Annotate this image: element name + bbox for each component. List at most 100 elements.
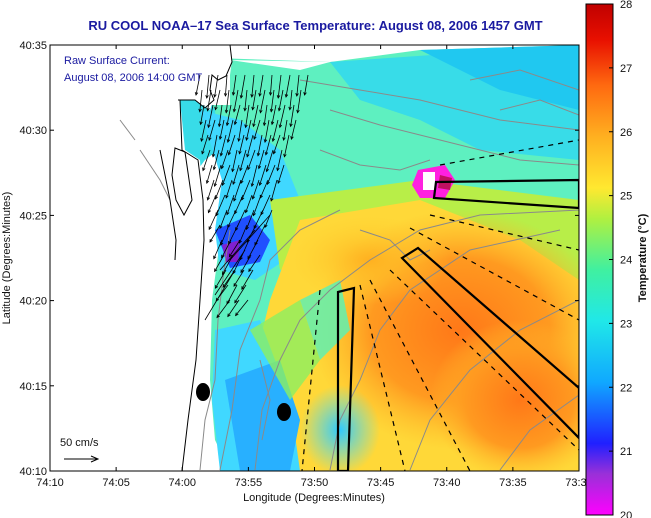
current-vector [202,149,211,171]
current-vector [214,74,219,98]
current-vector [264,119,270,143]
current-vector [228,134,236,155]
current-vector [220,134,227,156]
current-vector-head [247,166,251,171]
y-tick-label: 40:30 [19,125,47,137]
current-vector-head [259,109,263,114]
current-vector [226,194,235,215]
current-vector-head [250,94,254,98]
current-vector-head [217,123,222,128]
current-vector-head [283,153,287,158]
current-vector [233,89,239,112]
current-vector-head [271,138,276,142]
current-vector-head [214,268,218,273]
current-vector [277,149,283,171]
current-vector [246,134,254,157]
current-vector [259,164,267,186]
current-vector [245,194,253,213]
current-vector-head [241,286,245,290]
current-vector [233,269,245,287]
current-vector-head [200,138,204,142]
current-vector-head [213,94,217,98]
current-vector [221,149,229,169]
colorbar-tick-label: 27 [620,63,632,75]
current-vector-head [234,210,238,215]
current-vector [241,179,251,201]
current-vector [215,179,224,200]
current-vector-head [221,182,225,187]
current-vector [214,254,225,272]
colorbar-label: Temperature (°C) [637,213,649,302]
current-vector [219,229,256,271]
current-vector-head [194,92,199,96]
current-vector-head [258,93,262,97]
x-tick-label: 74:05 [102,477,130,489]
current-vector [247,149,256,170]
current-vector-head [218,136,223,140]
current-vector [220,224,230,246]
colorbar-tick-label: 24 [620,255,632,267]
current-vector [195,74,201,96]
bathymetry-contours [119,69,579,471]
current-vector-head [239,167,243,172]
y-tick-label: 40:10 [19,466,47,478]
current-vector [289,89,293,110]
overlay-title: Raw Surface Current: [64,55,170,67]
current-vector-head [244,209,249,214]
current-vector [283,119,288,141]
current-vector-head [235,312,239,317]
current-vector [270,74,273,96]
colorbar-tick-label: 28 [620,0,632,11]
y-axis-label: Latitude (Degrees:Minutes) [1,192,13,325]
current-vector-head [219,225,223,230]
colorbar-tick-label: 26 [620,127,632,139]
current-vector-head [220,165,225,170]
current-vector-head [207,124,211,129]
current-vector [214,249,246,296]
current-vector [201,119,207,142]
current-vector [244,89,248,111]
current-vector-head [212,166,217,171]
x-tick-label: 73:55 [235,477,263,489]
current-vector-head [239,95,244,99]
current-vector-head [269,108,274,113]
current-vector [240,74,246,99]
current-vector-head [270,197,274,202]
current-vector [253,119,261,140]
current-vector-head [227,313,231,318]
colorbar-tick-label: 23 [620,318,632,330]
scale-arrow [64,455,100,463]
current-vector [207,89,212,111]
current-vector [278,89,284,111]
current-vector [208,194,217,213]
current-vector [229,239,241,257]
current-vector [277,74,282,99]
current-vector [296,74,300,97]
y-tick-label: 40:20 [19,296,47,308]
colorbar [585,3,614,516]
current-vector [252,179,260,200]
current-vector-head [214,285,219,289]
current-vector [245,104,250,128]
current-vector-head [213,255,217,260]
map-title: RU COOL NOAA–17 Sea Surface Temperature:… [88,18,543,33]
current-vector-head [252,123,256,128]
current-vector-head [288,106,292,111]
current-vector-head [206,196,210,201]
current-vector [219,119,225,140]
current-vector [221,239,232,258]
current-vector [225,74,228,97]
colorbar-ticks: 28 27 26 25 24 23 22 21 20 [609,0,632,518]
current-vector [199,89,203,112]
current-vector-head [240,269,244,274]
current-vector-head [231,92,236,96]
current-vector-head [277,180,281,185]
overlay-timestamp: August 08, 2006 14:00 GMT [64,72,202,84]
current-vector [239,224,248,244]
current-vector-head [225,194,229,199]
current-vector-head [262,122,267,127]
current-vector [215,269,227,289]
current-vector-head [209,238,213,243]
current-vector [246,209,255,230]
current-vector [258,149,265,169]
